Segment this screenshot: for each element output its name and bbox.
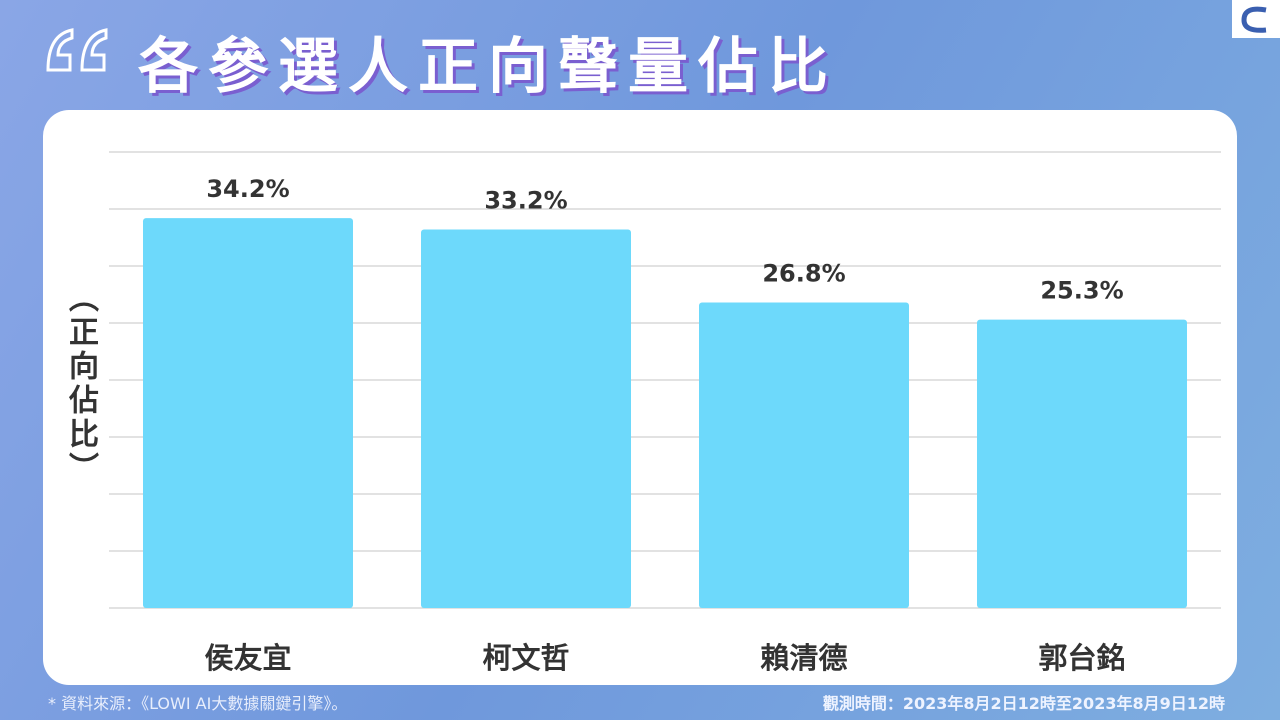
- value-label: 34.2%: [206, 175, 289, 203]
- value-label: 33.2%: [484, 187, 567, 215]
- source-note: * 資料來源：《LOWI AI大數據關鍵引擎》。: [48, 694, 348, 713]
- value-label: 25.3%: [1040, 277, 1123, 305]
- period-note: 觀測時間：2023年8月2日12時至2023年8月9日12時: [822, 694, 1225, 713]
- x-tick-label: 侯友宜: [204, 641, 291, 675]
- bar: [977, 319, 1187, 608]
- bar: [143, 218, 353, 608]
- quote-mark: [46, 28, 108, 72]
- value-label: 26.8%: [762, 259, 845, 287]
- title: 各參選人正向聲量佔比: [138, 32, 838, 102]
- y-axis-label: （正向佔比）: [63, 282, 98, 486]
- x-tick-label: 賴清德: [760, 641, 847, 675]
- x-tick-label: 郭台銘: [1038, 641, 1125, 675]
- x-tick-label: 柯文哲: [482, 641, 569, 675]
- logo-mark: [1241, 6, 1267, 33]
- bar: [421, 229, 631, 608]
- bar: [699, 302, 909, 608]
